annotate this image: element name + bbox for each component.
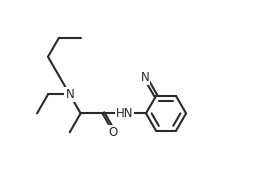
Text: O: O xyxy=(109,126,118,139)
Text: HN: HN xyxy=(115,107,133,120)
Text: N: N xyxy=(65,88,74,101)
Text: N: N xyxy=(141,71,150,84)
